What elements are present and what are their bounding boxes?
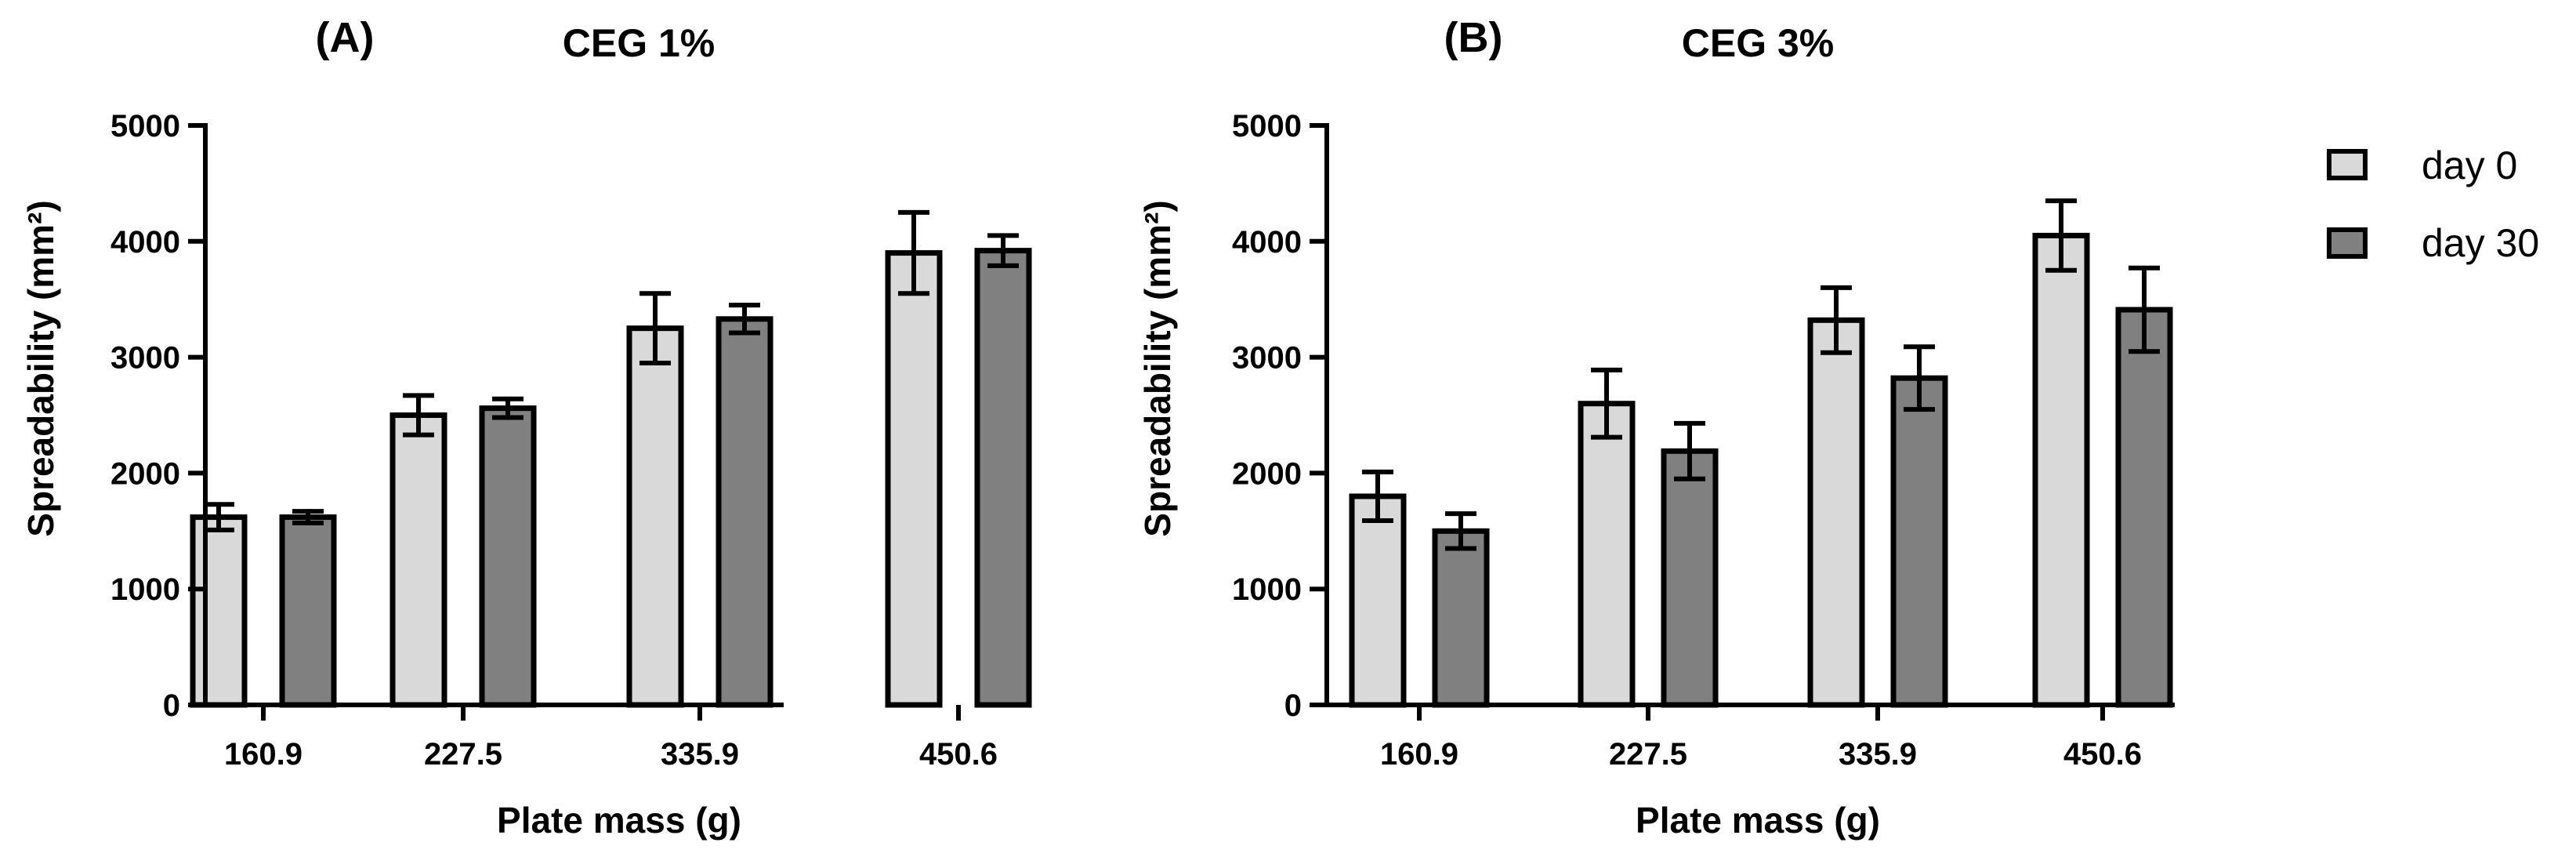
- panel-a-x-tick-label-160.9: 160.9: [224, 737, 303, 772]
- panel-a-error-bar-day-30-160.9: [292, 509, 324, 525]
- panel-a-bar-day-30-160.9: [279, 514, 337, 708]
- panel-a-x-axis-title: Plate mass (g): [497, 800, 741, 841]
- panel-a-title: CEG 1%: [563, 21, 716, 65]
- panel-b-y-tick-label-0: 0: [1284, 688, 1302, 723]
- panel-b-error-bar-day-0-450.6: [2045, 198, 2077, 273]
- panel-a-y-axis-title: Spreadability (mm²): [20, 200, 61, 536]
- panel-a-y-tick-label-5000: 5000: [111, 109, 180, 143]
- panel-b-bar-day-30-450.6: [2115, 307, 2173, 708]
- panel-a-bar-day-0-227.5: [389, 412, 447, 708]
- panel-b-title: CEG 3%: [1682, 21, 1835, 65]
- panel-b-bar-day-0-335.9: [1807, 317, 1865, 708]
- panel-b-error-bar-day-0-227.5: [1591, 367, 1622, 440]
- legend-label-day-30: day 30: [2422, 221, 2539, 265]
- legend-label-day-0: day 0: [2422, 143, 2517, 187]
- legend-swatch-day-0: [2327, 149, 2368, 180]
- panel-b-x-tick-label-335.9: 335.9: [1839, 737, 1917, 772]
- panel-b-error-bar-day-0-335.9: [1821, 285, 1852, 355]
- panel-b-bar-day-0-227.5: [1578, 401, 1636, 708]
- panel-a-y-tick-label-4000: 4000: [111, 225, 180, 260]
- panel-a-plot-area: 0 1000 2000 3000 4000 5000 160.9 227.5 335.9 450.…: [111, 109, 1032, 772]
- panel-a-x-tick-label-335.9: 335.9: [661, 737, 739, 772]
- panel-a-y-tick-label-3000: 3000: [111, 341, 180, 376]
- panel-b-bar-day-30-335.9: [1890, 375, 1948, 708]
- panel-b-plot-area: 0 1000 2000 3000 4000 5000 160.9 227.5 335.9 450.…: [1232, 109, 2175, 772]
- panel-b-x-axis-title: Plate mass (g): [1636, 800, 1880, 841]
- panel-a-x-tick-label-450.6: 450.6: [919, 737, 998, 772]
- panel-a-y-tick-label-2000: 2000: [111, 456, 180, 491]
- panel-a-bar-day-30-450.6: [974, 248, 1032, 708]
- panel-b-y-tick-label-4000: 4000: [1232, 225, 1302, 260]
- panel-a-error-bar-day-0-335.9: [639, 291, 671, 365]
- panel-b-y-tick-label-3000: 3000: [1232, 341, 1302, 376]
- panel-b-bar-day-0-450.6: [2032, 232, 2090, 708]
- panel-a-error-bar-day-0-227.5: [403, 393, 434, 438]
- panel-a-y-tick-label-0: 0: [163, 688, 180, 723]
- panel-b-error-bar-day-30-335.9: [1904, 344, 1935, 412]
- panel-b-bar-day-0-160.9: [1349, 493, 1407, 708]
- panel-a-error-bar-day-30-450.6: [987, 233, 1019, 268]
- legend: day 0 day 30: [2327, 143, 2539, 265]
- panel-b-error-bar-day-0-160.9: [1362, 469, 1393, 523]
- legend-swatch-day-30: [2327, 227, 2368, 259]
- panel-b-error-bar-day-30-450.6: [2129, 265, 2160, 354]
- panel-a-bar-day-30-227.5: [479, 405, 537, 708]
- panel-a-bar-day-0-160.9: [190, 514, 248, 708]
- panel-b-y-tick-label-1000: 1000: [1232, 572, 1302, 607]
- panel-b-x-tick-label-450.6: 450.6: [2063, 737, 2142, 772]
- panel-a-bar-day-30-335.9: [716, 316, 774, 708]
- panel-b-label: (B): [1444, 14, 1503, 61]
- panel-a-x-tick-label-227.5: 227.5: [424, 737, 502, 772]
- panel-b-bar-day-30-160.9: [1432, 528, 1490, 708]
- panel-a-y-tick-label-1000: 1000: [111, 572, 180, 607]
- panel-a-bar-day-0-450.6: [885, 250, 943, 708]
- panel-a-error-bar-day-0-160.9: [203, 502, 234, 532]
- panel-a-label: (A): [316, 14, 375, 61]
- panel-a-error-bar-day-30-227.5: [492, 396, 524, 420]
- panel-b-error-bar-day-30-160.9: [1445, 511, 1476, 551]
- panel-b-bar-day-30-227.5: [1661, 448, 1719, 708]
- panel-b-x-tick-label-227.5: 227.5: [1609, 737, 1687, 772]
- panel-b-y-tick-label-2000: 2000: [1232, 456, 1302, 491]
- panel-a-error-bar-day-0-450.6: [898, 209, 929, 296]
- panel-a-error-bar-day-30-335.9: [729, 303, 760, 336]
- panel-b: (B) CEG 3% Spreadability (mm²) Plate mas…: [1137, 14, 2175, 841]
- panel-b-y-tick-label-5000: 5000: [1232, 109, 1302, 143]
- panel-b-error-bar-day-30-227.5: [1674, 420, 1705, 481]
- panel-b-y-axis-title: Spreadability (mm²): [1137, 200, 1178, 536]
- panel-b-x-tick-label-160.9: 160.9: [1380, 737, 1458, 772]
- panel-a: (A) CEG 1% Spreadability (mm²) Plate mas…: [20, 14, 1032, 841]
- panel-a-bar-day-0-335.9: [626, 325, 684, 708]
